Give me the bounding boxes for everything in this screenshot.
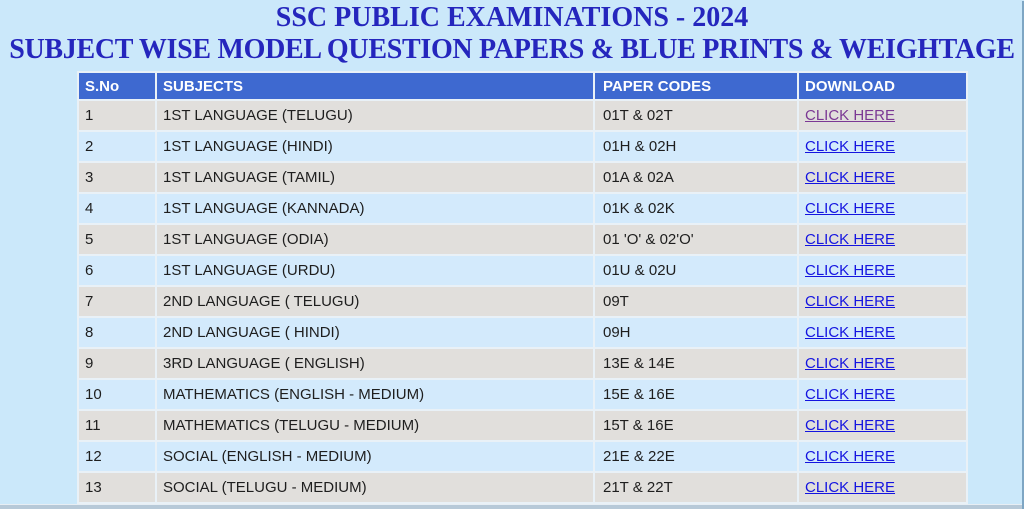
row-codes: 09T [595, 287, 797, 316]
download-link[interactable]: CLICK HERE [805, 262, 896, 279]
row-download-cell: CLICK HERE [799, 442, 966, 471]
row-codes: 01U & 02U [595, 256, 797, 285]
table-row: 9 3RD LANGUAGE ( ENGLISH) 13E & 14E CLIC… [79, 349, 966, 378]
row-sno: 5 [79, 225, 155, 254]
download-link[interactable]: CLICK HERE [805, 107, 896, 124]
row-codes: 15T & 16E [595, 411, 797, 440]
row-sno: 8 [79, 318, 155, 347]
row-download-cell: CLICK HERE [799, 194, 966, 223]
table-row: 7 2ND LANGUAGE ( TELUGU) 09T CLICK HERE [79, 287, 966, 316]
column-header-sno: S.No [79, 73, 155, 99]
row-subject: 1ST LANGUAGE (URDU) [157, 256, 593, 285]
row-subject: 1ST LANGUAGE (HINDI) [157, 132, 593, 161]
table-header: S.No SUBJECTS PAPER CODES DOWNLOAD [79, 73, 966, 99]
row-download-cell: CLICK HERE [799, 101, 966, 130]
download-link[interactable]: CLICK HERE [805, 417, 896, 434]
download-link[interactable]: CLICK HERE [805, 479, 896, 496]
download-link[interactable]: CLICK HERE [805, 293, 896, 310]
row-sno: 3 [79, 163, 155, 192]
page-title: SSC PUBLIC EXAMINATIONS - 2024 [275, 2, 749, 33]
row-subject: MATHEMATICS (TELUGU - MEDIUM) [157, 411, 593, 440]
table-row: 1 1ST LANGUAGE (TELUGU) 01T & 02T CLICK … [79, 101, 966, 130]
row-subject: SOCIAL (TELUGU - MEDIUM) [157, 473, 593, 502]
row-codes: 21T & 22T [595, 473, 797, 502]
row-codes: 01K & 02K [595, 194, 797, 223]
download-link[interactable]: CLICK HERE [805, 448, 896, 465]
row-subject: 1ST LANGUAGE (ODIA) [157, 225, 593, 254]
table-body: 1 1ST LANGUAGE (TELUGU) 01T & 02T CLICK … [79, 101, 966, 502]
row-subject: 2ND LANGUAGE ( HINDI) [157, 318, 593, 347]
row-subject: 2ND LANGUAGE ( TELUGU) [157, 287, 593, 316]
row-sno: 2 [79, 132, 155, 161]
row-codes: 15E & 16E [595, 380, 797, 409]
row-codes: 09H [595, 318, 797, 347]
table-row: 3 1ST LANGUAGE (TAMIL) 01A & 02A CLICK H… [79, 163, 966, 192]
row-codes: 01H & 02H [595, 132, 797, 161]
row-download-cell: CLICK HERE [799, 256, 966, 285]
row-download-cell: CLICK HERE [799, 411, 966, 440]
row-sno: 6 [79, 256, 155, 285]
row-subject: 1ST LANGUAGE (TAMIL) [157, 163, 593, 192]
column-header-download: DOWNLOAD [799, 73, 966, 99]
header-row: S.No SUBJECTS PAPER CODES DOWNLOAD [79, 73, 966, 99]
row-codes: 01T & 02T [595, 101, 797, 130]
download-link[interactable]: CLICK HERE [805, 324, 896, 341]
row-sno: 4 [79, 194, 155, 223]
papers-table: S.No SUBJECTS PAPER CODES DOWNLOAD 1 1ST… [77, 71, 968, 504]
row-codes: 01 'O' & 02'O' [595, 225, 797, 254]
row-sno: 12 [79, 442, 155, 471]
row-subject: SOCIAL (ENGLISH - MEDIUM) [157, 442, 593, 471]
row-download-cell: CLICK HERE [799, 225, 966, 254]
download-link[interactable]: CLICK HERE [805, 355, 896, 372]
row-sno: 1 [79, 101, 155, 130]
download-link[interactable]: CLICK HERE [805, 200, 896, 217]
row-codes: 21E & 22E [595, 442, 797, 471]
column-header-codes: PAPER CODES [595, 73, 797, 99]
row-subject: MATHEMATICS (ENGLISH - MEDIUM) [157, 380, 593, 409]
table-row: 8 2ND LANGUAGE ( HINDI) 09H CLICK HERE [79, 318, 966, 347]
row-sno: 11 [79, 411, 155, 440]
row-subject: 1ST LANGUAGE (KANNADA) [157, 194, 593, 223]
table-row: 6 1ST LANGUAGE (URDU) 01U & 02U CLICK HE… [79, 256, 966, 285]
row-download-cell: CLICK HERE [799, 380, 966, 409]
download-link[interactable]: CLICK HERE [805, 231, 896, 248]
row-download-cell: CLICK HERE [799, 163, 966, 192]
row-subject: 1ST LANGUAGE (TELUGU) [157, 101, 593, 130]
row-download-cell: CLICK HERE [799, 349, 966, 378]
page-subtitle: SUBJECT WISE MODEL QUESTION PAPERS & BLU… [9, 34, 1015, 65]
table-row: 10 MATHEMATICS (ENGLISH - MEDIUM) 15E & … [79, 380, 966, 409]
table-row: 4 1ST LANGUAGE (KANNADA) 01K & 02K CLICK… [79, 194, 966, 223]
table-row: 11 MATHEMATICS (TELUGU - MEDIUM) 15T & 1… [79, 411, 966, 440]
download-link[interactable]: CLICK HERE [805, 386, 896, 403]
row-sno: 10 [79, 380, 155, 409]
row-codes: 01A & 02A [595, 163, 797, 192]
window-edge-line [1022, 1, 1024, 509]
table-row: 12 SOCIAL (ENGLISH - MEDIUM) 21E & 22E C… [79, 442, 966, 471]
row-sno: 7 [79, 287, 155, 316]
table-row: 5 1ST LANGUAGE (ODIA) 01 'O' & 02'O' CLI… [79, 225, 966, 254]
row-sno: 9 [79, 349, 155, 378]
row-sno: 13 [79, 473, 155, 502]
table-row: 2 1ST LANGUAGE (HINDI) 01H & 02H CLICK H… [79, 132, 966, 161]
row-download-cell: CLICK HERE [799, 287, 966, 316]
bottom-page-band [0, 504, 1024, 509]
row-subject: 3RD LANGUAGE ( ENGLISH) [157, 349, 593, 378]
table-row: 13 SOCIAL (TELUGU - MEDIUM) 21T & 22T CL… [79, 473, 966, 502]
download-link[interactable]: CLICK HERE [805, 138, 896, 155]
row-codes: 13E & 14E [595, 349, 797, 378]
column-header-subjects: SUBJECTS [157, 73, 593, 99]
row-download-cell: CLICK HERE [799, 132, 966, 161]
row-download-cell: CLICK HERE [799, 473, 966, 502]
row-download-cell: CLICK HERE [799, 318, 966, 347]
download-link[interactable]: CLICK HERE [805, 169, 896, 186]
